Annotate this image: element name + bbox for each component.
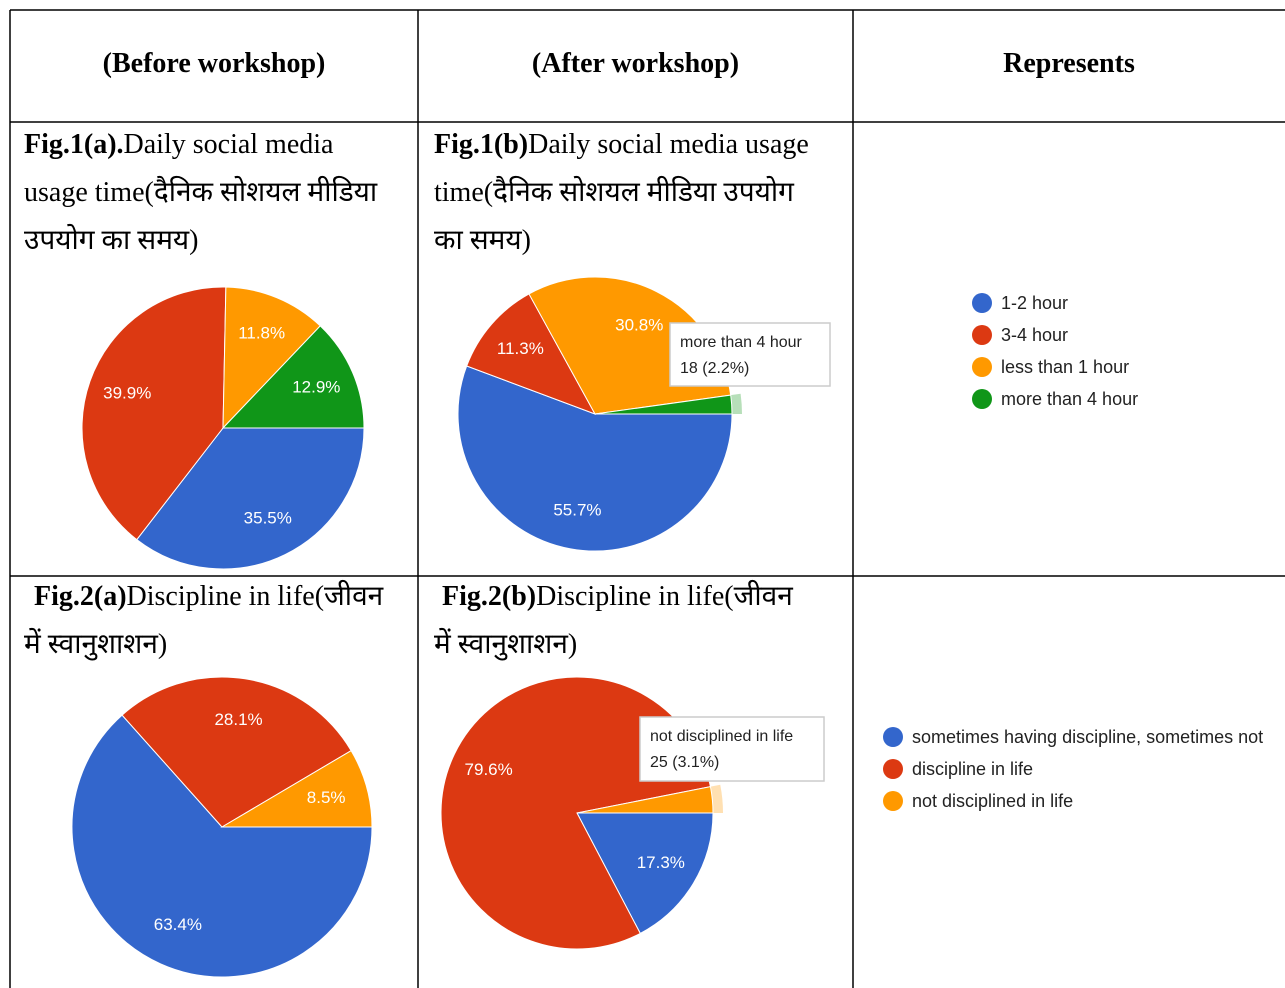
caption-text: Daily social media usage time(दैनिक सोशय… (434, 129, 809, 256)
caption-text: Daily social media usage time(दैनिक सोशय… (24, 129, 378, 256)
pie-slice (121, 676, 352, 828)
caption-text: Discipline in life(जीवन में स्वानुशाशन) (434, 581, 793, 660)
tooltip-value: 25 (3.1%) (650, 754, 719, 771)
legend-item: more than 4 hour (972, 388, 1272, 410)
slice-label: 79.6% (465, 760, 513, 779)
caption-label: Fig.1(a). (24, 129, 124, 160)
figure-caption: Fig.2(a)Discipline in life(जीवन में स्वा… (24, 573, 399, 669)
pie-slice (222, 286, 321, 430)
legend-item: not disciplined in life (883, 790, 1273, 812)
tooltip-label: not disciplined in life (650, 728, 793, 745)
slice-label: 39.9% (103, 384, 151, 403)
legend-label: sometimes having discipline, sometimes n… (912, 727, 1264, 747)
tooltip-box (639, 716, 825, 782)
legend-swatch (883, 759, 903, 779)
pie-slice (81, 286, 227, 541)
tooltip-label: more than 4 hour (680, 334, 803, 351)
legend-swatch (972, 357, 992, 377)
legend-item: sometimes having discipline, sometimes n… (883, 726, 1273, 748)
pie-slice (71, 714, 373, 978)
legend-label: 3-4 hour (1001, 325, 1069, 345)
pie-slice (221, 325, 365, 429)
pie-slice (594, 394, 733, 415)
figure-caption: Fig.1(b)Daily social media usage time(दै… (434, 121, 809, 265)
legend-swatch (883, 727, 903, 747)
legend-label: 1-2 hour (1001, 293, 1069, 313)
legend: sometimes having discipline, sometimes n… (883, 726, 1273, 822)
slice-label: 30.8% (615, 315, 663, 334)
legend-swatch (972, 325, 992, 345)
slice-label: 12.9% (292, 377, 340, 396)
slice-label: 8.5% (307, 788, 346, 807)
figure-caption: Fig.2(b)Discipline in life(जीवन में स्वा… (434, 573, 809, 669)
pie-slice (576, 786, 714, 814)
slice-label: 28.1% (214, 710, 262, 729)
slice-label: 35.5% (244, 509, 292, 528)
legend-label: less than 1 hour (1001, 357, 1130, 377)
header-cell: (After workshop) (531, 48, 740, 79)
legend-swatch (972, 389, 992, 409)
legend: 1-2 hour 3-4 hour less than 1 hour more tha… (972, 292, 1272, 420)
figure-caption: Fig.1(a).Daily social media usage time(द… (24, 121, 399, 265)
slice-label: 11.8% (238, 324, 285, 343)
pie-slice (136, 427, 365, 570)
legend-item: 3-4 hour (972, 324, 1272, 346)
legend-item: discipline in life (883, 758, 1273, 780)
pie-slice (457, 365, 733, 552)
tooltip-value: 18 (2.2%) (680, 360, 749, 377)
legend-label: discipline in life (912, 759, 1034, 779)
slice-label: 17.3% (637, 853, 685, 872)
slice-label: 11.3% (497, 339, 544, 358)
tooltip-box (669, 322, 831, 387)
slice-label: 63.4% (154, 915, 202, 934)
legend-item: 1-2 hour (972, 292, 1272, 314)
legend-label: more than 4 hour (1001, 389, 1139, 409)
caption-label: Fig.2(b) (442, 581, 537, 612)
legend-swatch (972, 293, 992, 313)
caption-label: Fig.1(b) (434, 129, 529, 160)
header-cell: (Before workshop) (102, 48, 326, 79)
pie-slice (576, 812, 714, 935)
pie-slice (220, 749, 373, 828)
header-cell: Represents (1003, 48, 1135, 79)
legend-swatch (883, 791, 903, 811)
caption-label: Fig.2(a) (34, 581, 127, 612)
legend-label: not disciplined in life (912, 791, 1074, 811)
pie-slice (466, 293, 597, 415)
table-borders (9, 9, 1285, 988)
slice-label: 55.7% (553, 501, 601, 520)
legend-item: less than 1 hour (972, 356, 1272, 378)
caption-text: Discipline in life(जीवन में स्वानुशाशन) (24, 581, 384, 660)
